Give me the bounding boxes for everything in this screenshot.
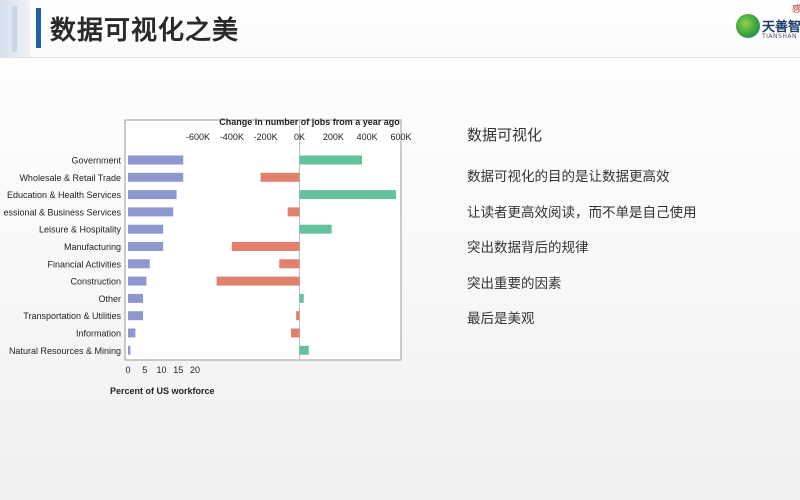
workforce-tick-label: 10 [156, 365, 166, 375]
header-decor-band [0, 0, 30, 58]
content-bullet-item: 让读者更高效阅读，而不单是自己使用 [467, 204, 697, 221]
logo-globe-icon [736, 14, 760, 38]
workforce-bar [128, 207, 174, 217]
job-change-bar [291, 328, 300, 338]
category-label: Education & Health Services [7, 190, 122, 200]
content-bullet-item: 最后是美观 [467, 311, 535, 328]
slide-title: 数据可视化之美 [50, 16, 240, 46]
job-change-bar [287, 207, 300, 217]
category-label: Financial Activities [47, 259, 121, 269]
category-label: essional & Business Services [3, 207, 121, 217]
job-change-bar [299, 155, 363, 165]
logo-subtitle: TIANSHAN [762, 33, 797, 40]
workforce-bar [128, 155, 184, 165]
category-label: Natural Resources & Mining [9, 346, 121, 356]
job-change-bar [299, 190, 396, 200]
jobs-chart-svg: Government Wholesale & Retail Trade Educat… [3, 117, 411, 396]
job-change-bar [299, 224, 332, 234]
workforce-bar [128, 242, 164, 251]
logo-name: 天善智 [762, 20, 800, 35]
workforce-tick-label: 15 [173, 365, 183, 375]
job-change-tick-label: -600K [186, 132, 210, 142]
job-change-bar [299, 293, 304, 303]
category-label: Manufacturing [64, 242, 121, 252]
job-change-bar [279, 259, 300, 269]
workforce-axis-label: Percent of US workforce [110, 386, 215, 396]
workforce-bar [128, 224, 164, 234]
workforce-bar [128, 345, 131, 355]
job-change-tick-label: 600K [390, 132, 411, 142]
category-label: Government [71, 156, 121, 166]
content-heading: 数据可视化 [467, 126, 543, 144]
category-label: Transportation & Utilities [23, 311, 121, 321]
content-bullet-item: 数据可视化的目的是让数据更高效 [467, 169, 670, 185]
workforce-bar [128, 172, 184, 182]
category-label: Construction [70, 277, 121, 287]
logo-stamp: 感谢关 [792, 5, 800, 15]
brand-logo: 天善智 TIANSHAN 感谢关 [734, 5, 800, 46]
workforce-bar [128, 311, 144, 321]
title-accent-bar [36, 8, 41, 48]
content-bullet-item: 突出数据背后的规律 [467, 240, 589, 257]
job-change-tick-label: 200K [323, 132, 344, 142]
job-change-bar [216, 276, 300, 286]
job-change-bar [260, 172, 300, 182]
category-label: Other [98, 294, 121, 304]
category-label: Leisure & Hospitality [39, 225, 122, 235]
workforce-bar [128, 276, 147, 286]
content-bullet-item: 突出重要的因素 [467, 275, 562, 292]
job-change-tick-label: -200K [254, 132, 278, 142]
job-change-tick-label: 0K [294, 132, 305, 142]
jobs-chart: Government Wholesale & Retail Trade Educat… [0, 105, 420, 415]
header-divider [0, 57, 800, 58]
job-change-bar [299, 345, 309, 355]
workforce-bar [128, 293, 144, 303]
workforce-tick-label: 0 [125, 365, 130, 375]
job-change-title: Change in number of jobs from a year ago [219, 117, 400, 127]
slide-header: 数据可视化之美 天善智 TIANSHAN 感谢关 [0, 0, 800, 58]
category-label: Information [76, 329, 121, 339]
content-bullet-list: 数据可视化的目的是让数据更高效让读者更高效阅读，而不单是自己使用 突出数据背后的规… [467, 168, 697, 346]
workforce-tick-label: 20 [190, 365, 200, 375]
job-change-tick-label: -400K [220, 132, 244, 142]
job-change-tick-label: 400K [357, 132, 378, 142]
category-label: Wholesale & Retail Trade [19, 173, 121, 183]
job-change-bar [296, 311, 300, 321]
workforce-bar [128, 328, 136, 338]
workforce-bar [128, 259, 150, 269]
workforce-tick-label: 5 [142, 365, 147, 375]
workforce-bar [128, 190, 177, 200]
job-change-bar [231, 242, 300, 251]
